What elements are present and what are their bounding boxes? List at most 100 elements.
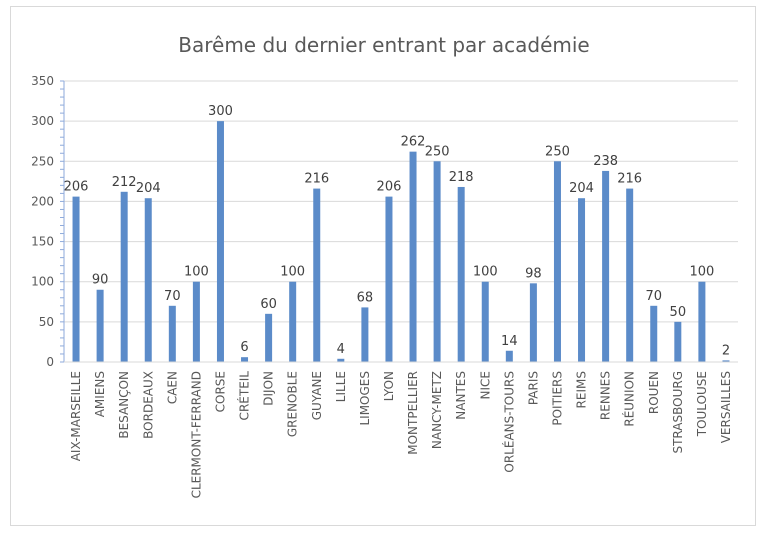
x-tick-label: LIMOGES [358, 371, 372, 426]
y-tick-label: 300 [31, 114, 54, 128]
gridlines [64, 80, 738, 323]
bar [241, 357, 249, 362]
bar [72, 196, 80, 362]
bar [168, 305, 176, 362]
bar [361, 307, 369, 362]
bar [120, 191, 128, 362]
data-label: 204 [569, 181, 594, 196]
x-tick-label: MONTPELLIER [406, 371, 420, 455]
data-label: 216 [617, 172, 642, 187]
data-label: 100 [473, 265, 498, 280]
bar [674, 321, 682, 362]
y-tick-label: 250 [31, 154, 54, 168]
bar [337, 358, 345, 362]
x-tick-label: NANTES [454, 371, 468, 420]
x-tick-label: DIJON [262, 371, 276, 406]
x-tick-label: VERSAILLES [719, 371, 733, 443]
bar [96, 289, 104, 362]
y-tick-label: 200 [31, 194, 54, 208]
bar [481, 281, 489, 362]
data-label: 60 [260, 297, 277, 312]
x-tick-label: ORLÉANS-TOURS [501, 371, 516, 473]
y-tick-label: 150 [31, 235, 54, 249]
y-tick-label: 100 [31, 275, 54, 289]
data-label: 98 [525, 266, 542, 281]
bar [578, 198, 586, 362]
data-label: 100 [280, 265, 305, 280]
x-tick-label: LYON [382, 371, 396, 401]
bar [650, 305, 658, 362]
data-label: 206 [64, 180, 89, 195]
chart-frame: Barême du dernier entrant par académie 0… [10, 6, 756, 526]
data-label: 100 [184, 265, 209, 280]
data-label: 2 [722, 343, 730, 358]
x-tick-label: TOULOUSE [695, 371, 709, 437]
y-tick-label: 50 [39, 315, 54, 329]
bar [216, 121, 224, 363]
data-label: 90 [92, 273, 109, 288]
x-tick-label: ROUEN [647, 371, 661, 414]
y-tick-label: 350 [31, 74, 54, 88]
data-label: 218 [449, 170, 474, 185]
y-axis-ticks: 0 50 100 150 200 250 300 350 [31, 74, 54, 369]
data-label: 250 [545, 144, 570, 159]
x-tick-label: NICE [478, 371, 492, 399]
data-label: 206 [377, 180, 402, 195]
data-label: 216 [304, 172, 329, 187]
data-label: 70 [645, 289, 662, 304]
bar [409, 151, 417, 362]
bar [144, 198, 152, 362]
data-label: 300 [208, 104, 233, 119]
data-label: 250 [425, 144, 450, 159]
x-tick-label: CORSE [213, 371, 227, 412]
data-label: 4 [337, 342, 345, 357]
x-tick-label: AMIENS [93, 371, 107, 417]
axes [60, 80, 738, 363]
data-label: 212 [112, 175, 137, 190]
bars [72, 121, 730, 363]
x-tick-label: AIX-MARSEILLE [69, 371, 83, 461]
bar [313, 188, 321, 362]
data-label: 204 [136, 181, 161, 196]
x-tick-label: LILLE [334, 371, 348, 402]
x-tick-label: CRÉTEIL [237, 371, 252, 421]
bar [505, 350, 513, 362]
bar [722, 360, 730, 362]
bar [553, 161, 561, 362]
bar [698, 281, 706, 362]
bar [529, 283, 537, 362]
x-tick-label: REIMS [575, 371, 589, 408]
bar [265, 313, 273, 362]
x-tick-label: GUYANE [310, 371, 324, 420]
data-label: 238 [593, 154, 618, 169]
data-label: 100 [689, 265, 714, 280]
x-tick-label: BORDEAUX [141, 371, 155, 439]
bar-chart: Barême du dernier entrant par académie 0… [31, 33, 738, 499]
x-tick-label: PARIS [526, 371, 540, 405]
x-tick-label: CLERMONT-FERRAND [189, 371, 203, 498]
x-axis-ticks: AIX-MARSEILLE AMIENS BESANÇON BORDEAUX CAEN C… [69, 371, 733, 499]
data-label: 50 [670, 305, 687, 320]
data-label: 262 [401, 135, 426, 150]
x-tick-label: STRASBOURG [671, 371, 685, 454]
bar [602, 170, 610, 362]
data-label: 14 [501, 334, 518, 349]
x-tick-label: POITIERS [550, 371, 564, 426]
bar [289, 281, 297, 362]
x-tick-label: RENNES [599, 371, 613, 420]
bar [433, 161, 441, 362]
bar [626, 188, 634, 362]
data-label: 6 [240, 340, 248, 355]
x-tick-label: GRENOBLE [286, 371, 300, 437]
bar [385, 196, 393, 362]
x-tick-label: NANCY-METZ [430, 371, 444, 449]
x-tick-label: BESANÇON [117, 371, 131, 439]
bar [192, 281, 200, 362]
bar [457, 186, 465, 362]
data-label: 68 [357, 290, 374, 305]
x-tick-label: RÉUNION [622, 371, 637, 427]
x-tick-label: CAEN [165, 371, 179, 404]
y-tick-label: 0 [46, 355, 54, 369]
data-label: 70 [164, 289, 181, 304]
